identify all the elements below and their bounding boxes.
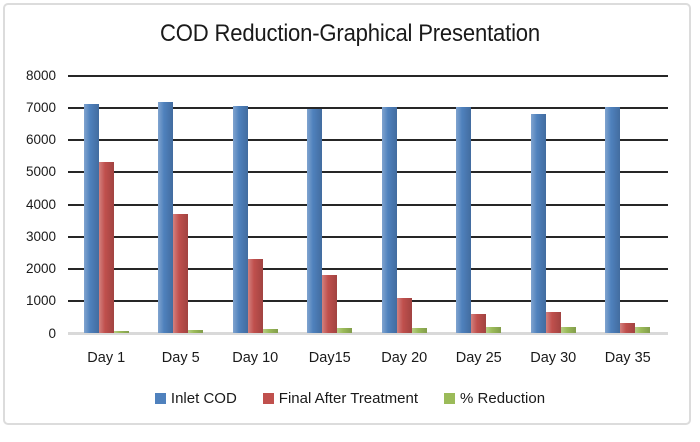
bar-inlet-cod-day15	[307, 108, 323, 333]
bar-group-day-10	[218, 75, 293, 333]
gridline-0	[68, 332, 668, 335]
bar-final-after-treatment-day-20	[396, 297, 412, 333]
bar-reduction-day-25	[486, 327, 502, 333]
gridline-1000	[68, 300, 668, 303]
y-axis-label-4000: 4000	[25, 196, 56, 212]
bar-final-after-treatment-day-25	[471, 313, 487, 333]
legend: Inlet COD Final After Treatment % Reductio…	[0, 390, 700, 407]
legend-label-final-after-treatment: Final After Treatment	[278, 390, 419, 407]
bar-group-day-5	[144, 75, 219, 333]
chart-title: COD Reduction-Graphical Presentation	[160, 20, 540, 47]
gridline-4000	[68, 203, 668, 206]
bar-final-after-treatment-day-10	[247, 258, 263, 333]
bar-inlet-cod-day-25	[456, 107, 472, 333]
bar-group-day-1	[69, 75, 144, 333]
bar-group-day-20	[367, 75, 442, 333]
bar-reduction-day-10	[262, 328, 278, 333]
x-axis-label-day-35: Day 35	[604, 350, 651, 366]
y-axis-label-1000: 1000	[25, 293, 56, 309]
legend-label-inlet-cod: Inlet COD	[170, 390, 237, 407]
bar-final-after-treatment-day-35	[620, 323, 636, 333]
bar-reduction-day-20	[411, 327, 427, 333]
gridline-6000	[68, 139, 668, 141]
legend-swatch-reduction	[444, 393, 456, 404]
bar-group-day15	[293, 75, 368, 333]
legend-label-reduction: % Reduction	[460, 390, 546, 407]
bar-final-after-treatment-day-1	[98, 162, 114, 333]
x-axis-label-day-25: Day 25	[455, 350, 502, 366]
gridline-7000	[68, 106, 668, 109]
gridline-3000	[68, 235, 668, 238]
bar-group-day-30	[516, 75, 591, 333]
x-axis-label-day-1: Day 1	[87, 350, 126, 366]
legend-swatch-final-after-treatment	[262, 393, 274, 404]
bar-inlet-cod-day-5	[158, 102, 174, 333]
y-axis-label-3000: 3000	[25, 228, 56, 244]
bar-inlet-cod-day-20	[381, 107, 397, 333]
y-axis-label-6000: 6000	[25, 132, 56, 147]
bar-inlet-cod-day-10	[232, 105, 248, 333]
bar-final-after-treatment-day-30	[545, 312, 561, 333]
bar-final-after-treatment-day-5	[173, 213, 189, 333]
legend-item-inlet-cod: Inlet COD	[154, 390, 237, 407]
bar-inlet-cod-day-1	[83, 104, 99, 333]
x-axis-label-day-10: Day 10	[232, 350, 279, 366]
x-axis-label-day-30: Day 30	[530, 350, 577, 366]
gridline-8000	[68, 74, 668, 77]
bar-inlet-cod-day-30	[530, 113, 546, 333]
legend-swatch-inlet-cod	[154, 393, 166, 404]
y-axis-label-2000: 2000	[25, 261, 56, 276]
bar-reduction-day-35	[635, 326, 651, 333]
bar-inlet-cod-day-35	[605, 107, 621, 333]
y-axis-label-5000: 5000	[25, 164, 56, 180]
chart-card	[3, 3, 691, 425]
y-axis-label-8000: 8000	[25, 67, 56, 83]
gridline-2000	[68, 268, 668, 270]
y-axis-label-7000: 7000	[25, 99, 56, 115]
x-axis-label-day-20: Day 20	[381, 350, 428, 366]
bar-reduction-day-5	[188, 329, 204, 333]
x-axis-label-day-5: Day 5	[161, 350, 200, 366]
bar-group-day-35	[591, 75, 666, 333]
legend-item-reduction: % Reduction	[444, 390, 545, 407]
bar-final-after-treatment-day15	[322, 274, 338, 333]
bar-reduction-day-1	[113, 331, 129, 333]
x-axis-label-day15: Day15	[308, 350, 351, 366]
bar-reduction-day15	[337, 328, 353, 333]
bar-reduction-day-30	[560, 327, 576, 333]
bar-group-day-25	[442, 75, 517, 333]
legend-item-final-after-treatment: Final After Treatment	[262, 390, 419, 407]
y-axis-label-0: 0	[48, 325, 56, 341]
gridline-5000	[68, 171, 668, 174]
